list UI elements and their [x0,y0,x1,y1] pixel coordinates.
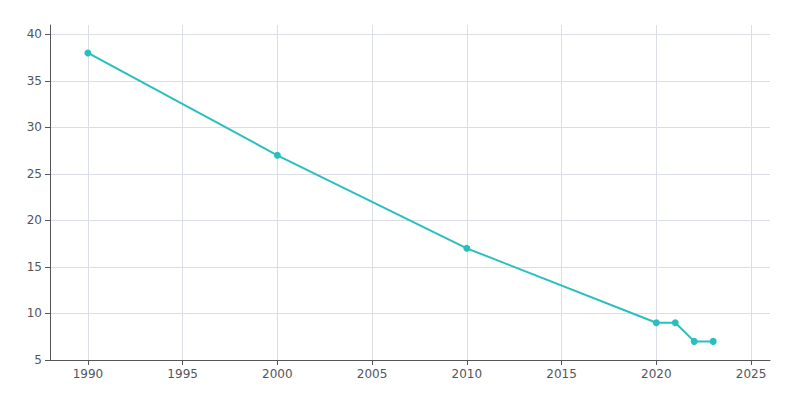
svg-text:20: 20 [27,213,42,227]
svg-text:2025: 2025 [736,367,767,381]
svg-text:35: 35 [27,74,42,88]
svg-text:5: 5 [34,353,42,367]
svg-text:30: 30 [27,120,42,134]
svg-text:2015: 2015 [546,367,577,381]
svg-text:2020: 2020 [641,367,672,381]
svg-text:2005: 2005 [357,367,388,381]
svg-text:2010: 2010 [452,367,483,381]
svg-text:1995: 1995 [167,367,198,381]
svg-text:10: 10 [27,306,42,320]
svg-text:25: 25 [27,167,42,181]
svg-text:40: 40 [27,27,42,41]
svg-text:2000: 2000 [262,367,293,381]
svg-text:1990: 1990 [73,367,104,381]
svg-text:15: 15 [27,260,42,274]
